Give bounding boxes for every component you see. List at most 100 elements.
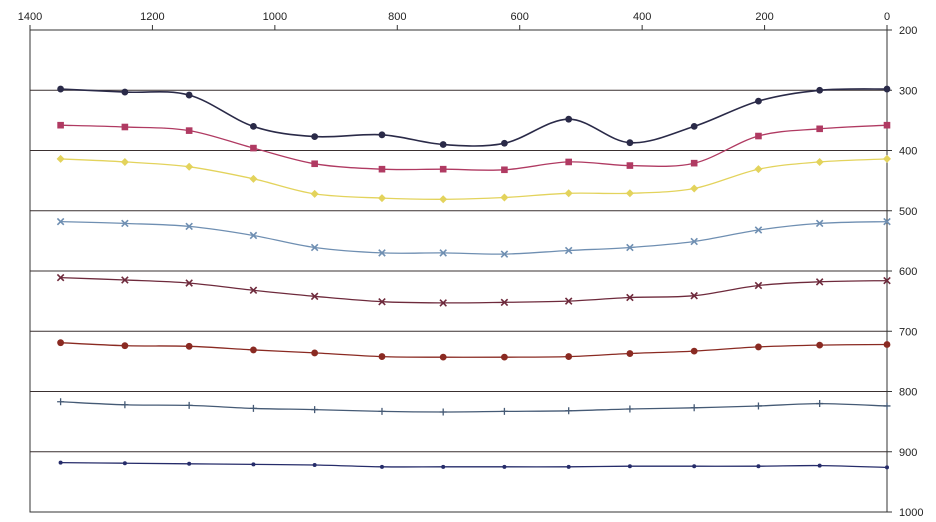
y-tick-label-800: 800 bbox=[899, 387, 917, 399]
y-tick-label-1000: 1000 bbox=[899, 507, 923, 519]
series-1-point-11 bbox=[690, 123, 698, 130]
series-5-point-3 bbox=[185, 279, 193, 287]
series-7-point-7 bbox=[439, 408, 447, 416]
x-tick-label-1200: 1200 bbox=[140, 11, 164, 23]
series-6-point-14 bbox=[883, 341, 891, 348]
series-3-point-5 bbox=[310, 189, 319, 198]
series-4-point-4 bbox=[249, 231, 258, 240]
series-5-point-13 bbox=[815, 278, 824, 286]
series-5-point-9 bbox=[564, 297, 573, 305]
x-tick-label-0: 0 bbox=[884, 11, 890, 23]
series-3-line bbox=[60, 158, 888, 200]
series-3-point-9 bbox=[564, 189, 573, 198]
series-7-point-11 bbox=[690, 404, 698, 412]
series-8-point-5 bbox=[312, 463, 317, 468]
series-4-point-3 bbox=[185, 222, 193, 231]
series-5-point-12 bbox=[754, 281, 763, 290]
series-3-point-4 bbox=[249, 174, 258, 183]
series-1-point-13 bbox=[816, 86, 824, 94]
series-7-point-3 bbox=[185, 401, 193, 409]
series-2-point-10 bbox=[626, 162, 634, 169]
series-5-point-14 bbox=[883, 276, 891, 285]
series-1-point-8 bbox=[501, 139, 508, 147]
x-tick-label-1000: 1000 bbox=[263, 11, 287, 23]
series-4-point-2 bbox=[121, 219, 129, 228]
x-axis: 1400 1200 1000 800 600 400 200 0 bbox=[18, 11, 890, 30]
series-8-point-7 bbox=[441, 464, 446, 469]
series-6-point-3 bbox=[185, 342, 193, 350]
series-4-point-14 bbox=[883, 217, 891, 226]
series-1-point-9 bbox=[565, 115, 573, 123]
series-8-point-1 bbox=[58, 460, 63, 465]
series-8-point-14 bbox=[885, 465, 889, 470]
series-8-point-6 bbox=[379, 464, 384, 469]
series-1-point-5 bbox=[311, 133, 319, 141]
series-1-point-12 bbox=[755, 97, 762, 105]
series-8 bbox=[58, 460, 889, 470]
series-4-point-9 bbox=[564, 246, 573, 255]
series-5-point-2 bbox=[121, 276, 129, 284]
series-5-point-8 bbox=[500, 298, 509, 307]
series-6-line bbox=[60, 342, 888, 358]
series-2-point-12 bbox=[755, 132, 762, 140]
series-7-point-5 bbox=[311, 406, 319, 414]
series-8-point-3 bbox=[187, 461, 192, 466]
series-3-point-13 bbox=[815, 157, 824, 166]
series-8-point-2 bbox=[122, 461, 127, 466]
series-2-point-1 bbox=[57, 121, 64, 129]
series-1-point-2 bbox=[121, 88, 129, 96]
series-6-point-11 bbox=[690, 347, 698, 355]
series-3-point-12 bbox=[754, 165, 763, 174]
series-3-point-14 bbox=[883, 154, 891, 163]
series-2-point-6 bbox=[378, 165, 386, 173]
series-5-point-1 bbox=[56, 273, 65, 282]
series-6-point-6 bbox=[378, 353, 386, 360]
series-7-point-14 bbox=[883, 402, 891, 410]
series-3-point-8 bbox=[500, 193, 509, 202]
series-8-point-13 bbox=[817, 463, 822, 468]
y-tick-label-700: 700 bbox=[899, 326, 917, 338]
x-tick-label-800: 800 bbox=[388, 11, 406, 23]
series-6-point-5 bbox=[311, 349, 319, 357]
series-8-line bbox=[60, 461, 888, 469]
x-tick-label-400: 400 bbox=[633, 11, 651, 23]
y-tick-label-400: 400 bbox=[899, 146, 917, 158]
series-5-point-10 bbox=[626, 293, 634, 302]
series-4-point-7 bbox=[439, 249, 447, 257]
series-2-point-8 bbox=[501, 166, 508, 174]
series-4-point-8 bbox=[500, 250, 509, 258]
series-7-point-10 bbox=[626, 405, 634, 413]
x-tick-label-200: 200 bbox=[755, 11, 773, 23]
series-3-point-6 bbox=[377, 194, 386, 203]
y-tick-label-900: 900 bbox=[899, 447, 917, 459]
series-4-point-10 bbox=[626, 243, 634, 252]
series-7-point-13 bbox=[816, 400, 824, 408]
series-1-point-14 bbox=[883, 85, 891, 93]
series-8-point-9 bbox=[566, 464, 571, 469]
series-1-point-6 bbox=[378, 131, 386, 139]
series-6-point-12 bbox=[755, 343, 762, 351]
series-8-point-4 bbox=[251, 462, 256, 467]
series-1-point-4 bbox=[250, 123, 257, 130]
gridlines bbox=[30, 89, 887, 453]
series-2-point-11 bbox=[690, 159, 698, 167]
series-3 bbox=[56, 154, 891, 204]
series-4 bbox=[56, 217, 891, 258]
series-8-point-10 bbox=[627, 464, 632, 469]
series-5 bbox=[56, 273, 891, 307]
series-7-point-8 bbox=[500, 407, 508, 415]
series-7 bbox=[57, 398, 891, 416]
series-1-point-10 bbox=[626, 139, 634, 147]
series-3-point-3 bbox=[185, 162, 194, 171]
series-6-point-13 bbox=[816, 341, 824, 349]
series-5-line bbox=[60, 276, 888, 304]
series-6-point-10 bbox=[626, 350, 634, 357]
series-5-point-6 bbox=[378, 297, 386, 306]
series-5-point-11 bbox=[690, 291, 698, 300]
y-axis: 200 300 400 500 600 700 800 900 1000 bbox=[887, 25, 923, 519]
series-4-point-13 bbox=[815, 219, 824, 228]
series-5-point-5 bbox=[310, 292, 319, 301]
series-2-point-2 bbox=[121, 123, 129, 131]
y-tick-label-200: 200 bbox=[899, 25, 917, 37]
